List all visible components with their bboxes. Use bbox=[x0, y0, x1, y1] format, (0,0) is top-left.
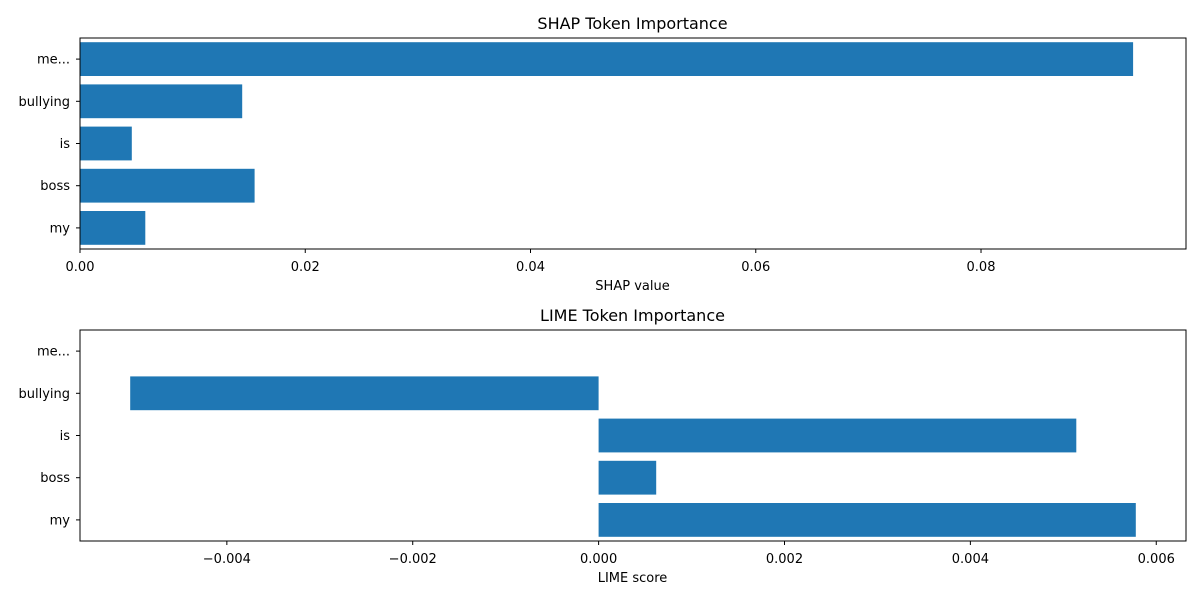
y-tick-label: boss bbox=[40, 179, 70, 194]
y-tick-label: me... bbox=[37, 345, 70, 360]
x-tick-label: −0.004 bbox=[203, 552, 251, 567]
x-tick-label: 0.04 bbox=[516, 260, 545, 275]
bar-is bbox=[80, 126, 132, 161]
x-tick-label: 0.004 bbox=[952, 552, 989, 567]
x-tick-label: 0.00 bbox=[66, 260, 95, 275]
bar-bullying bbox=[130, 376, 599, 411]
y-tick-label: me... bbox=[37, 53, 70, 68]
shap-chart: SHAP Token Importance SHAP value my boss i… bbox=[18, 14, 1187, 294]
x-axis-label: SHAP value bbox=[595, 279, 669, 294]
x-tick-label: −0.002 bbox=[389, 552, 437, 567]
y-tick-label: is bbox=[60, 137, 71, 152]
bar-boss bbox=[598, 460, 657, 495]
bar-boss bbox=[80, 168, 255, 203]
lime-chart: LIME Token Importance LIME score my boss i… bbox=[18, 306, 1187, 586]
bar-my bbox=[598, 503, 1136, 537]
y-tick-label: my bbox=[50, 513, 71, 528]
x-tick-label: 0.02 bbox=[291, 260, 320, 275]
bar-is bbox=[598, 418, 1077, 453]
chart-title: SHAP Token Importance bbox=[537, 14, 727, 33]
bar-my bbox=[80, 211, 146, 245]
x-tick-label: 0.06 bbox=[741, 260, 770, 275]
y-tick-label: boss bbox=[40, 471, 70, 486]
x-tick-label: 0.006 bbox=[1138, 552, 1175, 567]
y-tick-label: bullying bbox=[18, 387, 70, 402]
y-tick-label: bullying bbox=[18, 95, 70, 110]
x-tick-label: 0.08 bbox=[967, 260, 996, 275]
y-tick-label: my bbox=[50, 221, 71, 236]
x-axis-label: LIME score bbox=[598, 571, 668, 586]
bar-me bbox=[80, 42, 1134, 76]
bar-bullying bbox=[80, 84, 243, 119]
x-tick-label: 0.002 bbox=[766, 552, 803, 567]
x-tick-label: 0.000 bbox=[580, 552, 617, 567]
y-tick-label: is bbox=[60, 429, 71, 444]
chart-title: LIME Token Importance bbox=[540, 306, 725, 325]
